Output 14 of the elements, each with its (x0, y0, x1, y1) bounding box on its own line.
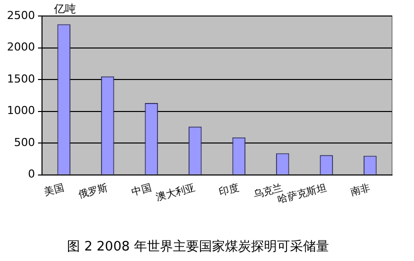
y-tick-label: 1500 (6, 72, 35, 86)
x-tick-label: 南非 (349, 181, 372, 198)
y-tick-label: 1000 (6, 104, 35, 118)
y-tick-label: 2500 (6, 8, 35, 22)
y-tick-label: 500 (14, 136, 35, 149)
x-tick-label: 中国 (130, 181, 153, 198)
y-tick-label: 0 (28, 168, 35, 181)
x-tick-label: 俄罗斯 (76, 181, 110, 201)
y-tick-label: 2000 (6, 40, 35, 54)
x-tick-label: 澳大利亚 (154, 181, 197, 204)
x-tick-label: 印度 (218, 181, 240, 198)
x-tick-label: 美国 (42, 181, 66, 198)
y-axis-title: 亿吨 (52, 2, 76, 16)
text: 图 2 2008 年世界主要国家煤炭探明可采储量 (67, 238, 329, 255)
